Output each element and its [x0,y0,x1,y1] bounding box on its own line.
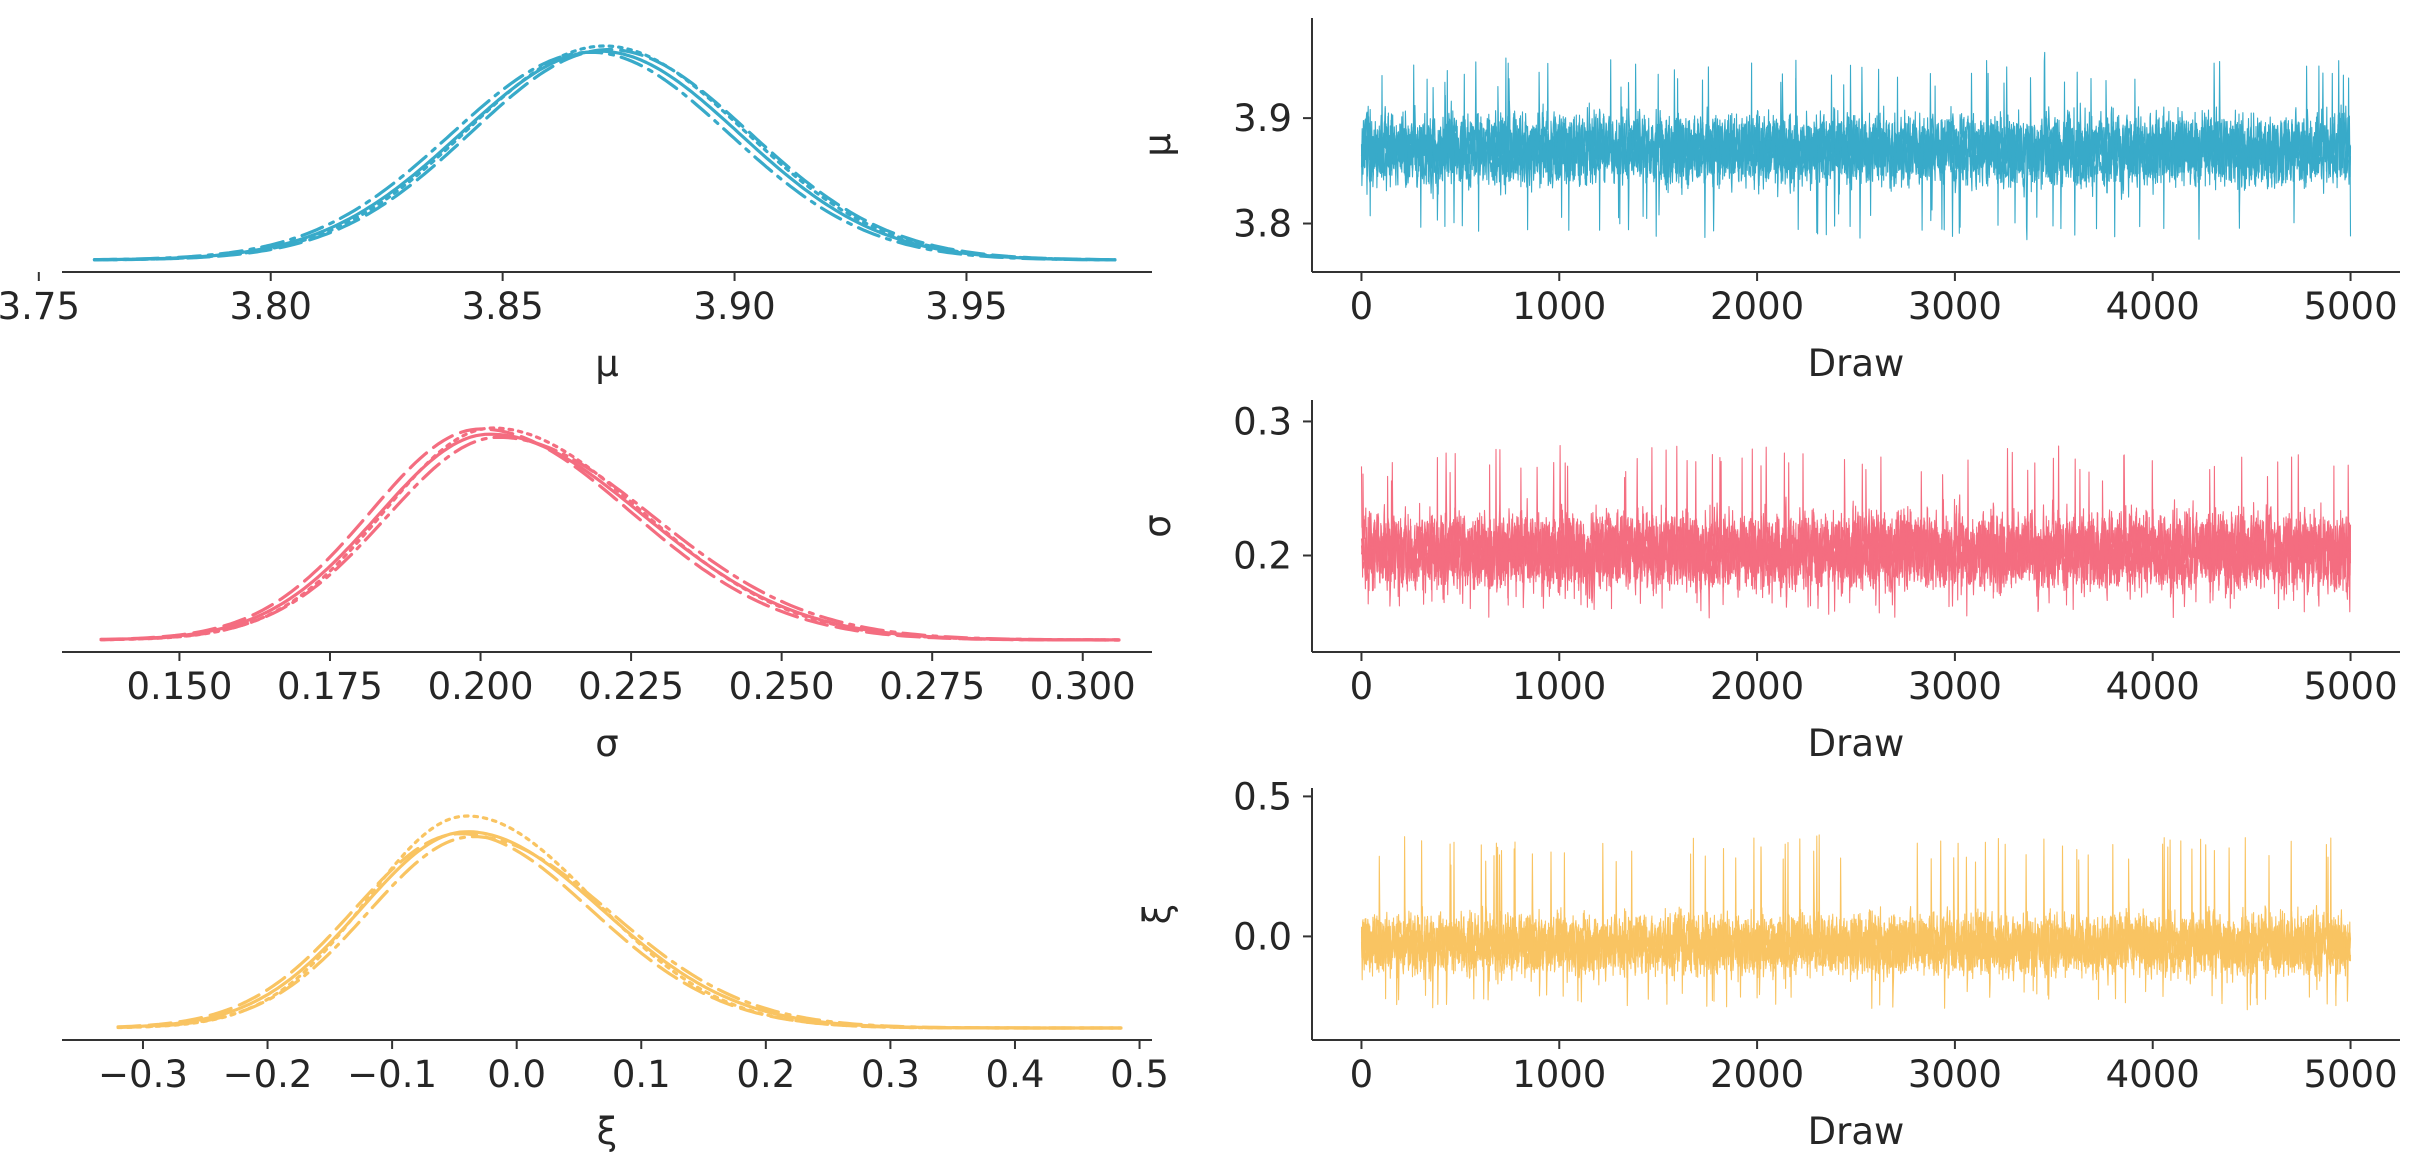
trace-panel-0: 0 1000 2000 3000 4000 5000 3.8 3.9 Draw μ [1136,18,2400,385]
x-tick-label: 2000 [1710,285,1804,328]
kde-panel-0: 3.75 3.80 3.85 3.90 3.95 μ [0,44,1152,385]
kde-panel-1: 0.150 0.175 0.200 0.225 0.250 0.275 0.300 σ [62,426,1152,765]
y-tick-label: 3.9 [1233,97,1292,140]
x-tick-label: 0.275 [879,665,985,708]
x-tick-label: 4000 [2106,285,2200,328]
x-tick-label: 0.200 [428,665,534,708]
x-tick-label: 5000 [2303,285,2397,328]
x-tick-label: 0 [1350,665,1374,708]
x-tick-label: 2000 [1710,665,1804,708]
y-tick-label: 3.8 [1233,203,1292,246]
x-tick-label: 0.2 [736,1053,795,1096]
kde-series-dashed [116,832,1123,1030]
x-axis-label: Draw [1808,1110,1905,1153]
kde-series-dashdot [116,834,1123,1030]
x-tick-label: 1000 [1512,1053,1606,1096]
x-tick-label: 3000 [1908,285,2002,328]
x-tick-label: 3000 [1908,665,2002,708]
x-tick-label: 3.85 [461,285,543,328]
x-tick-label: 3.95 [925,285,1007,328]
x-tick-label: 0.225 [578,665,684,708]
x-tick-label: 3.80 [230,285,312,328]
x-tick-label: 2000 [1710,1053,1804,1096]
trace-chain-dotted [1360,445,2352,619]
x-tick-label: 0.1 [612,1053,671,1096]
x-tick-label: 0 [1350,285,1374,328]
x-axis-label: σ [595,722,618,765]
x-tick-label: 0.0 [487,1053,546,1096]
y-axis-label: μ [1136,133,1179,157]
kde-panel-2: −0.3 −0.2 −0.1 0.0 0.1 0.2 0.3 0.4 0.5 ξ [62,814,1169,1153]
x-axis-label: Draw [1808,722,1905,765]
x-tick-label: 0.5 [1110,1053,1169,1096]
trace-panel-1: 0 1000 2000 3000 4000 5000 0.2 0.3 Draw σ [1136,400,2400,765]
x-tick-label: 5000 [2303,1053,2397,1096]
kde-series-dotted [92,44,1117,262]
x-tick-label: 3000 [1908,1053,2002,1096]
x-tick-label: 0.250 [729,665,835,708]
x-tick-label: 3.75 [0,285,80,328]
x-tick-label: 3.90 [693,285,775,328]
x-tick-label: −0.1 [347,1053,437,1096]
x-tick-label: 0 [1350,1053,1374,1096]
x-tick-label: −0.3 [98,1053,188,1096]
x-tick-label: 1000 [1512,285,1606,328]
y-axis-label: ξ [1136,904,1179,925]
x-tick-label: 4000 [2106,1053,2200,1096]
x-tick-label: 0.300 [1030,665,1136,708]
y-tick-label: 0.0 [1233,915,1292,958]
x-axis-label: Draw [1808,342,1905,385]
trace-panel-2: 0 1000 2000 3000 4000 5000 0.0 0.5 Draw ξ [1136,775,2400,1153]
y-tick-label: 0.3 [1233,400,1292,443]
y-axis-label: σ [1136,514,1179,537]
x-tick-label: 1000 [1512,665,1606,708]
kde-series-dotted [99,426,1121,642]
x-tick-label: 0.150 [126,665,232,708]
x-tick-label: −0.2 [223,1053,313,1096]
x-tick-label: 4000 [2106,665,2200,708]
x-tick-label: 0.3 [861,1053,920,1096]
x-tick-label: 5000 [2303,665,2397,708]
kde-series-dashdot [92,50,1117,262]
y-tick-label: 0.5 [1233,775,1292,818]
trace-chain-dotted [1360,837,2352,1011]
y-tick-label: 0.2 [1233,534,1292,577]
trace-chain-dotted [1360,57,2352,239]
x-axis-label: ξ [597,1110,618,1153]
x-tick-label: 0.4 [986,1053,1045,1096]
x-tick-label: 0.175 [277,665,383,708]
x-axis-label: μ [595,342,619,385]
kde-series-dotted [116,814,1123,1030]
